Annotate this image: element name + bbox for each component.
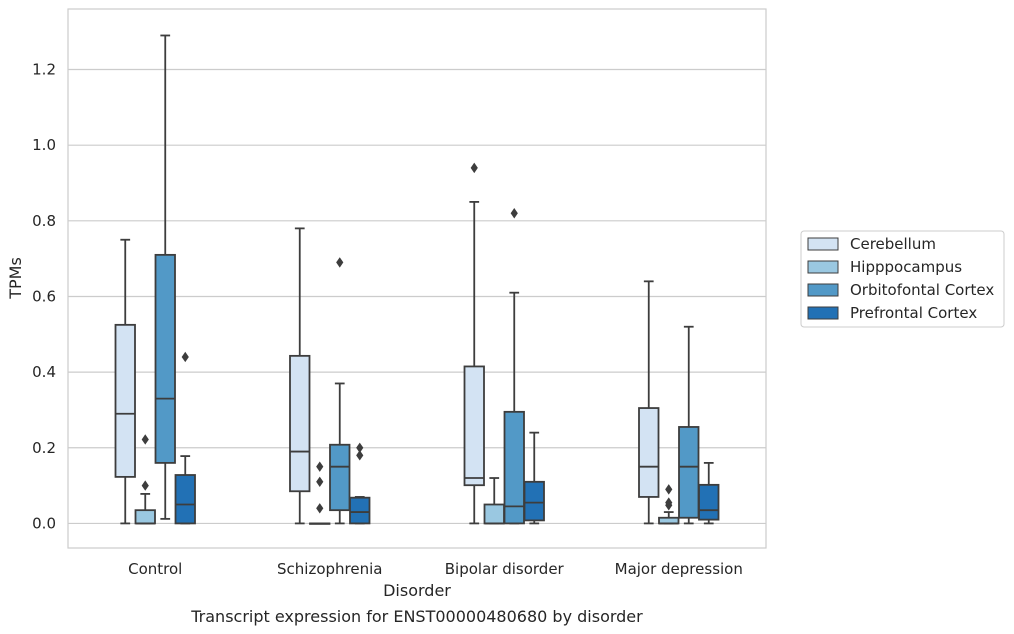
y-tick-label: 0.8 — [32, 212, 56, 230]
box-prefrontal-cortex — [698, 461, 720, 525]
box-orbitofontal-cortex — [154, 34, 176, 520]
box-iqr — [154, 253, 176, 464]
outlier-point — [141, 480, 149, 491]
box-cerebellum — [114, 238, 136, 525]
outlier-point — [181, 351, 189, 363]
outlier-point — [510, 208, 518, 219]
legend-swatch — [807, 260, 839, 274]
outlier-point — [141, 434, 149, 445]
chart-caption: Transcript expression for ENST0000048068… — [190, 607, 643, 626]
box-cerebellum — [463, 162, 485, 525]
box-iqr — [174, 474, 196, 525]
y-axis-label: TPMs — [6, 257, 25, 300]
box-iqr — [483, 503, 505, 525]
legend-label: Orbitofontal Cortex — [850, 281, 994, 299]
x-axis-label: Disorder — [383, 581, 451, 600]
box-cerebellum — [638, 280, 660, 525]
legend-swatch — [807, 306, 839, 320]
box-prefrontal-cortex — [349, 442, 371, 525]
box-hipppocampus — [134, 434, 156, 525]
y-tick-label: 0.6 — [32, 287, 56, 305]
box-iqr — [349, 496, 371, 525]
y-tick-label: 1.2 — [32, 61, 56, 79]
outlier-point — [356, 450, 364, 461]
box-hipppocampus — [483, 477, 505, 525]
outlier-point — [336, 257, 344, 268]
box-prefrontal-cortex — [523, 431, 545, 525]
legend-label: Cerebellum — [850, 235, 936, 253]
outlier-point — [316, 503, 324, 514]
outlier-point — [665, 497, 673, 508]
outlier-point — [356, 442, 364, 453]
legend-swatch — [807, 283, 839, 297]
y-tick-label: 1.0 — [32, 136, 56, 154]
x-axis-ticks: Control Schizophrenia Bipolar disorder Majo… — [128, 560, 743, 578]
legend-swatch — [807, 237, 839, 251]
y-tick-label: 0.0 — [32, 514, 56, 532]
box-iqr — [329, 443, 351, 512]
outlier-point — [665, 484, 673, 495]
legend-label: Prefrontal Cortex — [850, 304, 977, 322]
box-iqr — [638, 407, 660, 498]
outlier-point — [316, 461, 324, 472]
box-iqr — [114, 323, 136, 478]
box-hipppocampus — [658, 484, 680, 525]
box-iqr — [523, 480, 545, 522]
x-tick-label: Control — [128, 560, 182, 578]
box-iqr — [503, 410, 525, 525]
x-tick-label: Bipolar disorder — [445, 560, 565, 578]
box-iqr — [678, 426, 700, 519]
y-axis-ticks: 0.0 0.2 0.4 0.6 0.8 1.0 1.2 — [32, 61, 56, 533]
box-iqr — [463, 365, 485, 487]
box-iqr — [134, 509, 156, 525]
outlier-point — [470, 162, 478, 174]
box-hipppocampus — [309, 461, 331, 525]
y-tick-label: 0.2 — [32, 439, 56, 457]
boxes — [114, 34, 720, 525]
box-prefrontal-cortex — [174, 351, 196, 525]
box-iqr — [698, 483, 720, 521]
legend: Cerebellum Hipppocampus Orbitofontal Corte… — [800, 230, 1005, 328]
legend-label: Hipppocampus — [850, 258, 962, 276]
box-cerebellum — [289, 227, 311, 525]
plot-area-frame — [67, 8, 767, 549]
x-tick-label: Major depression — [615, 560, 743, 578]
y-tick-label: 0.4 — [32, 363, 56, 381]
x-tick-label: Schizophrenia — [277, 560, 382, 578]
outlier-point — [316, 476, 324, 488]
box-orbitofontal-cortex — [329, 257, 351, 525]
box-orbitofontal-cortex — [678, 325, 700, 525]
box-orbitofontal-cortex — [503, 208, 525, 525]
box-iqr — [289, 354, 311, 493]
legend-frame — [800, 230, 1005, 328]
